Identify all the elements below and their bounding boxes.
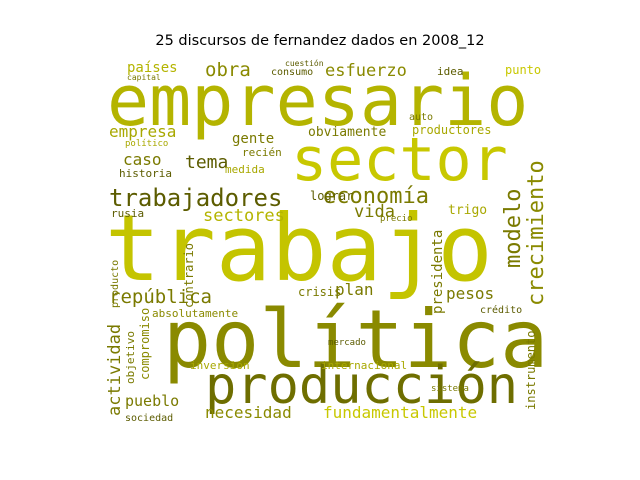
word-credito: crédito — [480, 305, 523, 316]
word-vida: vida — [354, 202, 395, 222]
word-sectores: sectores — [203, 206, 285, 226]
word-sistema: sistema — [431, 384, 469, 394]
word-modelo: modelo — [501, 188, 526, 268]
word-trabajadores: trabajadores — [109, 184, 283, 212]
word-capital: capital — [127, 73, 161, 82]
word-medida: medida — [225, 163, 265, 176]
word-caso: caso — [123, 150, 162, 169]
word-empresario: empresario — [107, 60, 529, 142]
word-historia: historia — [119, 167, 172, 180]
word-objetivo: objetivo — [124, 331, 137, 384]
word-politico: político — [125, 139, 169, 149]
word-crisis: crisis — [298, 285, 342, 299]
word-mercado: mercado — [328, 338, 366, 348]
word-economia: economía — [323, 184, 429, 209]
word-consumo: consumo — [271, 67, 314, 78]
word-presidenta: presidenta — [430, 229, 446, 314]
word-absolutamente: absolutamente — [152, 307, 239, 320]
word-obviamente: obviamente — [308, 125, 387, 140]
word-paises: países — [127, 60, 178, 76]
word-lograr: lograr — [310, 189, 354, 203]
word-empresa: empresa — [109, 122, 177, 141]
word-punto: punto — [505, 63, 542, 77]
word-recien: recién — [242, 146, 282, 159]
word-pesos: pesos — [446, 284, 495, 303]
word-obra: obra — [205, 59, 251, 81]
word-idea: idea — [437, 65, 464, 78]
word-crecimiento: crecimiento — [524, 160, 548, 306]
word-rusia: rusia — [111, 207, 145, 220]
figure-title: 25 discursos de fernandez dados en 2008_… — [155, 33, 485, 49]
word-productores: productores — [412, 123, 492, 137]
word-actividad: actividad — [105, 323, 125, 416]
word-trigo: trigo — [448, 203, 488, 218]
word-instrumento: instrumento — [524, 330, 538, 410]
word-politica: política — [163, 293, 548, 386]
word-esfuerzo: esfuerzo — [325, 61, 407, 81]
word-pueblo: pueblo — [125, 392, 180, 410]
word-fundamentalmente: fundamentalmente — [323, 403, 478, 422]
word-trabajo: trabajo — [105, 195, 493, 302]
word-tema: tema — [185, 152, 229, 173]
word-cuestion: cuestión — [285, 59, 324, 68]
word-contrario: contrario — [182, 242, 196, 308]
word-plan: plan — [335, 280, 374, 299]
word-republica: república — [109, 286, 212, 308]
word-necesidad: necesidad — [205, 403, 292, 422]
word-compromiso: compromiso — [138, 307, 152, 380]
word-cloud: empresario sector trabajo política produ… — [105, 58, 548, 431]
word-sociedad: sociedad — [125, 413, 174, 424]
word-gente: gente — [232, 131, 275, 147]
word-precio: precio — [380, 214, 413, 224]
word-internacional: internacional — [321, 359, 408, 372]
word-inversion: inversión — [190, 359, 250, 372]
word-sector: sector — [291, 125, 508, 195]
word-auto: auto — [409, 112, 434, 123]
word-produccion: producción — [205, 356, 519, 416]
word-producto: producto — [110, 259, 121, 308]
